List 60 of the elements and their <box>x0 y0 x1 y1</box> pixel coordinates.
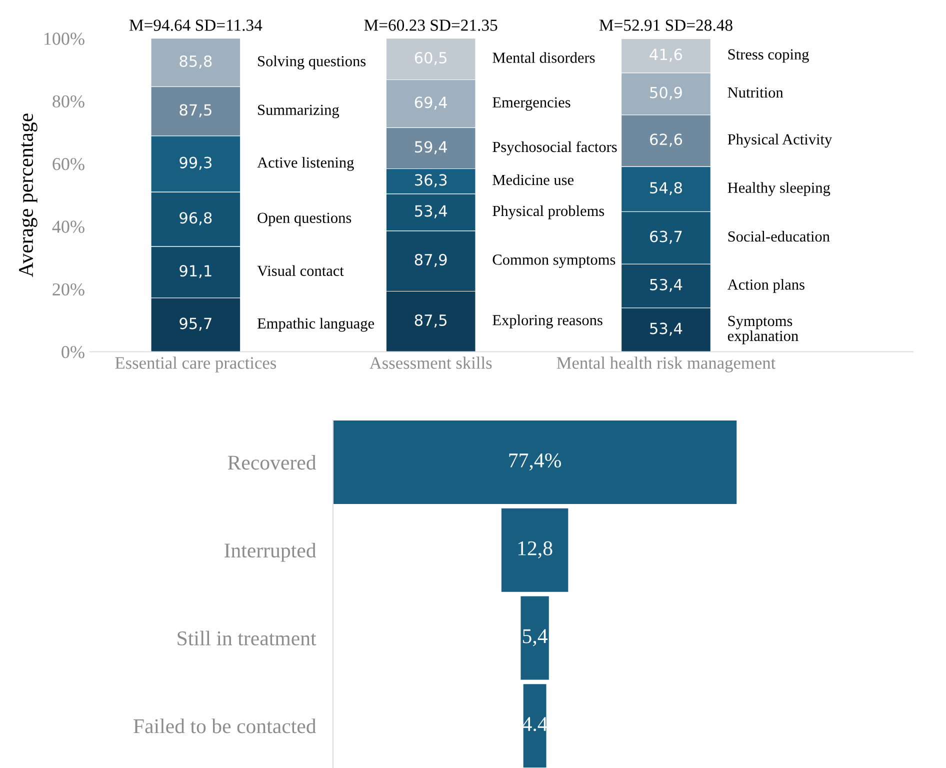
annotation: 96,8 <box>180 212 212 226</box>
annotation: Psychosocial factors <box>492 141 617 156</box>
y-tick-label: 80% <box>52 95 84 108</box>
annotation: 50,9 <box>650 86 682 100</box>
annotation: 36,3 <box>414 174 447 188</box>
annotation: Summarizing <box>258 104 340 118</box>
category-label: Failed to be contacted <box>134 718 316 734</box>
annotation: 87,5 <box>180 104 212 118</box>
annotation: Common symptoms <box>492 254 616 268</box>
annotation: M=60.23 SD=21.35 <box>364 20 498 31</box>
annotation: Physical problems <box>492 205 604 220</box>
y-axis-title: Average percentage <box>19 114 38 278</box>
annotation: Emergencies <box>492 97 570 111</box>
y-tick-label: 100% <box>44 32 84 45</box>
category-label: Interrupted <box>224 542 316 562</box>
annotation: 41,6 <box>650 48 682 62</box>
x-tick-label: Mental health risk management <box>556 356 776 372</box>
y-tick-label: 0% <box>62 346 84 358</box>
data-label: 77,4% <box>509 453 561 470</box>
annotation: 99,3 <box>180 156 212 170</box>
annotation: Visual contact <box>257 265 344 276</box>
annotation: Active listening <box>257 156 354 171</box>
data-label: 5,4 <box>522 629 548 646</box>
annotation: 53,4 <box>650 322 682 336</box>
annotation: Social-education <box>728 230 830 242</box>
annotation: 91,1 <box>180 265 212 278</box>
annotation: 85,8 <box>180 55 212 69</box>
annotation: 53,4 <box>415 205 447 218</box>
annotation: Mental disorders <box>492 52 595 63</box>
x-tick-label: Assessment skills <box>370 356 492 369</box>
annotation: 62,6 <box>650 134 682 147</box>
annotation: 87,9 <box>414 254 447 268</box>
annotation: Nutrition <box>728 87 784 98</box>
annotation: 60,5 <box>414 52 447 66</box>
annotation: Empathic language <box>257 318 374 332</box>
annotation: 87,5 <box>414 314 447 328</box>
annotation: 69,4 <box>414 96 447 110</box>
annotation: Exploring reasons <box>492 314 602 328</box>
annotation: Stress coping <box>728 49 809 63</box>
annotation: Solving questions <box>258 56 366 70</box>
y-tick-label: 60% <box>52 158 84 170</box>
x-tick-label: Essential care practices <box>115 356 276 372</box>
annotation: Action plans <box>727 279 804 293</box>
annotation: Healthy sleeping <box>728 182 830 196</box>
annotation: 63,7 <box>650 230 682 244</box>
y-tick-label: 40% <box>52 220 84 233</box>
y-tick-label: 20% <box>52 283 84 296</box>
category-label: Still in treatment <box>178 630 316 646</box>
data-label: 12,8 <box>518 541 552 558</box>
annotation: Medicine use <box>492 174 574 186</box>
annotation: 53,4 <box>650 278 682 292</box>
annotation: Physical Activity <box>728 134 832 148</box>
annotation: 59,4 <box>415 141 447 154</box>
annotation: 54,8 <box>650 182 682 196</box>
annotation: 95,7 <box>180 318 212 331</box>
annotation: Symptoms explanation <box>728 316 798 344</box>
annotation: M=94.64 SD=11.34 <box>129 20 262 31</box>
annotation: M=52.91 SD=28.48 <box>599 20 732 31</box>
category-label: Recovered <box>228 455 316 470</box>
annotation: Open questions <box>258 212 352 226</box>
